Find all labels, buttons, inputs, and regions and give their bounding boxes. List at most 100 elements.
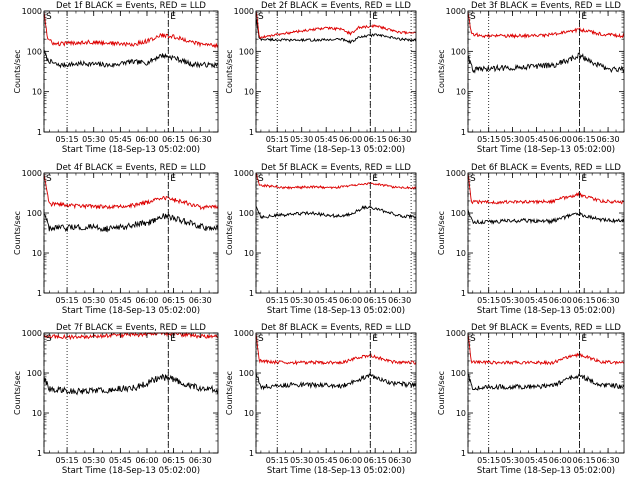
x-tick-label: 05:30 — [290, 135, 313, 144]
y-tick-label: 10 — [32, 88, 42, 97]
marker-label-E: E — [170, 174, 176, 184]
x-axis-label: Start Time (18-Sep-13 05:02:00) — [267, 466, 405, 476]
y-tick-label: 100 — [27, 47, 42, 56]
y-tick-label: 10 — [456, 409, 466, 418]
marker-label-S: S — [46, 174, 52, 184]
y-tick-label: 1000 — [22, 7, 42, 16]
y-tick-label: 100 — [239, 47, 254, 56]
y-tick-label: 1 — [37, 449, 42, 458]
marker-label-S: S — [46, 334, 52, 344]
x-tick-label: 06:00 — [549, 456, 572, 465]
plot-frame — [255, 172, 417, 294]
y-tick-label: 100 — [239, 209, 254, 218]
chart-title: Det 3f BLACK = Events, RED = LLD — [471, 1, 621, 11]
chart-title: Det 1f BLACK = Events, RED = LLD — [56, 1, 206, 11]
panel-1: Det 1f BLACK = Events, RED = LLD S E 1 10 100… — [13, 1, 219, 155]
y-axis-label: Counts/sec — [437, 371, 446, 415]
y-tick-label: 10 — [244, 409, 254, 418]
series-line-events — [43, 373, 219, 396]
y-tick-label: 1 — [37, 289, 42, 298]
chart-title: Det 6f BLACK = Events, RED = LLD — [471, 163, 621, 173]
x-tick-label: 05:30 — [501, 296, 524, 305]
x-tick-label: 06:15 — [573, 296, 596, 305]
x-tick-label: 06:00 — [135, 135, 158, 144]
x-tick-label: 06:30 — [189, 296, 212, 305]
y-tick-label: 1000 — [22, 169, 42, 178]
marker-label-S: S — [258, 334, 264, 344]
x-tick-label: 06:30 — [189, 135, 212, 144]
series-line-lld — [255, 10, 416, 39]
y-tick-label: 1 — [461, 449, 466, 458]
y-axis-label: Counts/sec — [225, 371, 234, 415]
series-line-events — [467, 209, 625, 225]
marker-label-S: S — [258, 174, 264, 184]
marker-label-S: S — [470, 334, 476, 344]
series-line-lld — [467, 332, 625, 366]
y-tick-label: 1000 — [446, 7, 466, 16]
marker-label-E: E — [170, 12, 176, 22]
y-axis-label: Counts/sec — [437, 211, 446, 255]
x-axis-label: Start Time (18-Sep-13 05:02:00) — [62, 466, 200, 476]
marker-label-S: S — [258, 12, 264, 22]
y-tick-label: 1 — [249, 128, 254, 137]
series-line-lld — [43, 331, 219, 341]
plot-frame — [467, 172, 625, 294]
x-tick-label: 05:45 — [109, 135, 132, 144]
x-tick-label: 05:30 — [501, 456, 524, 465]
chart-title: Det 5f BLACK = Events, RED = LLD — [261, 163, 411, 173]
x-tick-label: 05:30 — [290, 296, 313, 305]
x-tick-label: 06:15 — [364, 296, 387, 305]
y-tick-label: 100 — [451, 47, 466, 56]
x-axis-label: Start Time (18-Sep-13 05:02:00) — [267, 145, 405, 155]
x-tick-label: 05:30 — [82, 296, 105, 305]
marker-label-E: E — [372, 334, 378, 344]
series-line-lld — [255, 172, 417, 190]
y-tick-label: 100 — [239, 369, 254, 378]
x-tick-label: 06:15 — [162, 135, 185, 144]
x-tick-label: 05:30 — [501, 135, 524, 144]
y-tick-label: 100 — [27, 369, 42, 378]
y-tick-label: 1 — [37, 128, 42, 137]
y-axis-label: Counts/sec — [225, 49, 234, 93]
chart-title: Det 2f BLACK = Events, RED = LLD — [261, 1, 411, 11]
y-tick-label: 1000 — [22, 329, 42, 338]
x-tick-label: 06:30 — [597, 135, 620, 144]
series-line-events — [467, 373, 625, 391]
panel-4: Det 4f BLACK = Events, RED = LLD S E 1 10 100… — [13, 163, 219, 316]
y-axis-label: Counts/sec — [13, 371, 22, 415]
y-axis-label: Counts/sec — [13, 211, 22, 255]
series-line-lld — [255, 332, 417, 366]
x-tick-label: 06:00 — [549, 296, 572, 305]
y-axis-label: Counts/sec — [437, 49, 446, 93]
marker-label-E: E — [372, 12, 378, 22]
series-line-lld — [43, 11, 219, 49]
series-line-events — [467, 52, 625, 74]
x-tick-label: 05:15 — [266, 296, 289, 305]
y-tick-label: 100 — [451, 209, 466, 218]
x-tick-label: 05:15 — [477, 456, 500, 465]
x-tick-label: 05:45 — [315, 296, 338, 305]
x-tick-label: 05:45 — [315, 456, 338, 465]
x-axis-label: Start Time (18-Sep-13 05:02:00) — [62, 306, 200, 316]
x-tick-label: 05:15 — [266, 456, 289, 465]
series-line-lld — [467, 172, 625, 205]
x-tick-label: 06:30 — [597, 296, 620, 305]
y-tick-label: 10 — [32, 249, 42, 258]
x-tick-label: 05:15 — [266, 135, 289, 144]
marker-label-E: E — [581, 334, 587, 344]
x-tick-label: 05:15 — [56, 456, 79, 465]
y-tick-label: 1 — [461, 128, 466, 137]
x-tick-label: 06:15 — [162, 296, 185, 305]
y-tick-label: 1 — [249, 289, 254, 298]
series-line-lld — [467, 11, 625, 39]
y-tick-label: 1 — [249, 449, 254, 458]
x-tick-label: 06:15 — [364, 135, 387, 144]
y-tick-label: 10 — [456, 88, 466, 97]
y-tick-label: 10 — [456, 249, 466, 258]
marker-label-S: S — [470, 174, 476, 184]
series-line-events — [255, 17, 417, 45]
x-tick-label: 06:30 — [597, 456, 620, 465]
